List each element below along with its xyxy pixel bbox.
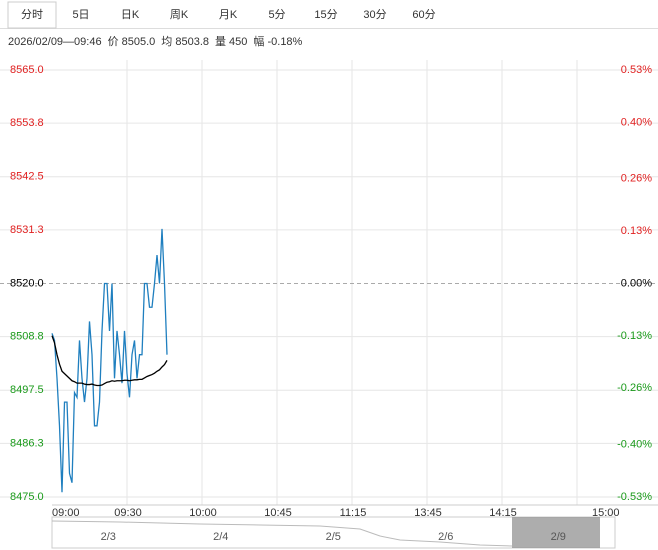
y2-tick-label: -0.13% (617, 330, 652, 342)
navigator-handle[interactable] (512, 517, 600, 548)
y2-tick-label: 0.13% (621, 225, 652, 237)
y-tick-label: 8520.0 (10, 277, 44, 289)
tab[interactable]: 5日 (72, 9, 89, 21)
x-tick-label: 10:00 (189, 507, 217, 519)
y-tick-label: 8542.5 (10, 171, 44, 183)
y2-tick-label: 0.53% (621, 64, 652, 76)
navigator-date: 2/9 (551, 531, 566, 543)
y2-tick-label: 0.40% (621, 116, 652, 128)
y2-tick-label: -0.26% (617, 382, 652, 394)
tab[interactable]: 周K (170, 8, 189, 21)
y2-tick-label: 0.26% (621, 173, 652, 185)
tab[interactable]: 60分 (412, 8, 435, 21)
info-text: 2026/02/09—09:46 (8, 36, 102, 48)
info-text: 均 8503.8 (161, 35, 209, 48)
tab[interactable]: 5分 (268, 8, 285, 21)
y-tick-label: 8486.3 (10, 437, 44, 449)
info-text: 价 8505.0 (108, 35, 156, 48)
y2-tick-label: -0.53% (617, 491, 652, 503)
y2-tick-label: 0.00% (621, 277, 652, 289)
navigator-date: 2/3 (101, 531, 116, 543)
average-line (51, 335, 168, 387)
y-tick-label: 8508.8 (10, 331, 44, 343)
tab[interactable]: 30分 (363, 8, 386, 21)
x-tick-label: 14:15 (489, 507, 517, 519)
info-text: 幅 -0.18% (253, 35, 302, 48)
tab[interactable]: 分时 (21, 8, 43, 21)
y-tick-label: 8565.0 (10, 64, 44, 76)
navigator-line (51, 520, 513, 547)
y-tick-label: 8553.8 (10, 117, 44, 129)
navigator-date: 2/5 (326, 531, 341, 543)
tab[interactable]: 月K (219, 9, 238, 21)
navigator-date: 2/4 (213, 531, 228, 543)
x-tick-label: 09:30 (114, 507, 142, 519)
y2-tick-label: -0.40% (617, 439, 652, 451)
info-text: 量 450 (215, 35, 247, 48)
x-tick-label: 09:00 (52, 507, 80, 519)
navigator-date: 2/6 (438, 531, 453, 543)
x-tick-label: 10:45 (264, 507, 292, 519)
active-tab[interactable] (7, 1, 57, 29)
y-tick-label: 8497.5 (10, 384, 44, 396)
y-tick-label: 8531.3 (10, 224, 44, 236)
price-line (51, 228, 168, 493)
x-tick-label: 13:45 (414, 507, 442, 519)
x-tick-label: 11:15 (340, 507, 367, 519)
y-tick-label: 8475.0 (10, 491, 44, 503)
tab[interactable]: 15分 (314, 8, 337, 21)
tab[interactable]: 日K (121, 9, 140, 21)
x-tick-label: 15:00 (592, 507, 620, 519)
